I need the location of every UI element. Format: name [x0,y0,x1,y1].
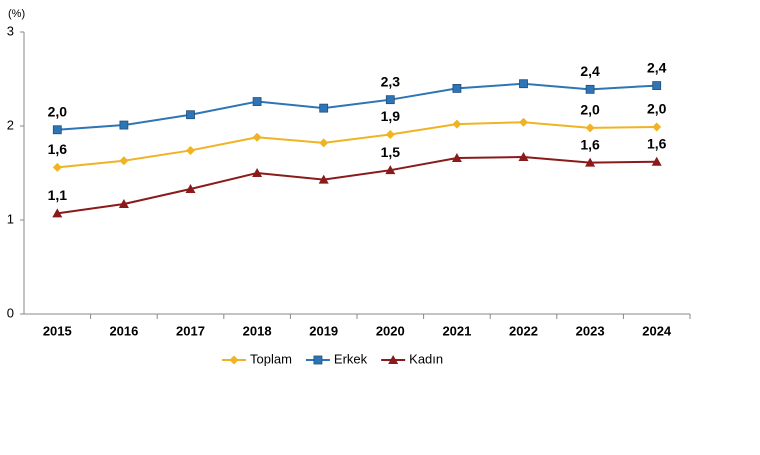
data-label: 2,0 [580,102,600,118]
data-label: 1,6 [647,135,667,151]
data-point [585,157,596,167]
x-tick-label: 2022 [509,323,538,338]
data-point [652,122,662,132]
data-point [52,125,62,135]
data-point [119,120,129,130]
data-point [585,123,595,133]
x-tick-label: 2023 [576,323,605,338]
data-point [452,119,462,129]
data-label: 2,4 [647,59,667,75]
x-tick-label: 2015 [43,323,72,338]
data-point [652,81,662,90]
legend-marker [229,355,239,365]
data-point [318,174,329,184]
series-line [57,121,657,169]
data-label: 2,0 [647,101,667,117]
data-point [252,168,263,177]
y-tick-label: 0 [7,305,14,320]
y-tick-label: 1 [7,211,14,226]
data-point [186,145,195,155]
data-label: 2,3 [381,73,401,89]
data-point [319,138,329,148]
y-axis-label: (%) [8,8,25,20]
data-point [252,132,262,142]
data-point [385,95,395,105]
data-label: 1,5 [381,144,401,160]
legend-label: Toplam [250,351,292,366]
data-point [185,183,196,193]
series-line [57,82,657,131]
data-label: 1,6 [48,141,68,157]
data-point [385,165,396,175]
y-tick-label: 3 [7,23,14,38]
data-point [252,97,262,106]
data-point [118,199,129,209]
data-label: 1,1 [48,187,68,203]
data-point [585,84,595,94]
data-label: 2,0 [48,103,68,119]
data-point [319,103,329,113]
data-point [119,156,129,166]
data-point [519,117,528,127]
legend-marker [388,355,399,364]
legend-marker [313,355,323,365]
data-point [385,129,395,139]
x-tick-label: 2017 [176,323,205,338]
x-tick-label: 2021 [442,323,471,338]
data-point [651,156,662,166]
x-tick-label: 2019 [309,323,338,338]
data-point [451,152,462,162]
data-point [186,110,195,120]
x-tick-label: 2020 [376,323,405,338]
data-label: 1,9 [381,108,401,124]
data-label: 2,4 [580,63,600,79]
data-point [518,152,529,162]
y-tick-label: 2 [7,117,14,132]
x-tick-label: 2024 [642,323,672,338]
x-tick-label: 2016 [109,323,138,338]
legend-label: Erkek [334,351,368,366]
data-point [52,162,62,172]
data-point [519,79,528,89]
legend-label: Kadın [409,351,443,366]
x-tick-label: 2018 [243,323,272,338]
data-label: 1,6 [580,136,600,152]
data-point [52,208,63,218]
series-line [57,156,657,215]
data-point [452,84,462,93]
